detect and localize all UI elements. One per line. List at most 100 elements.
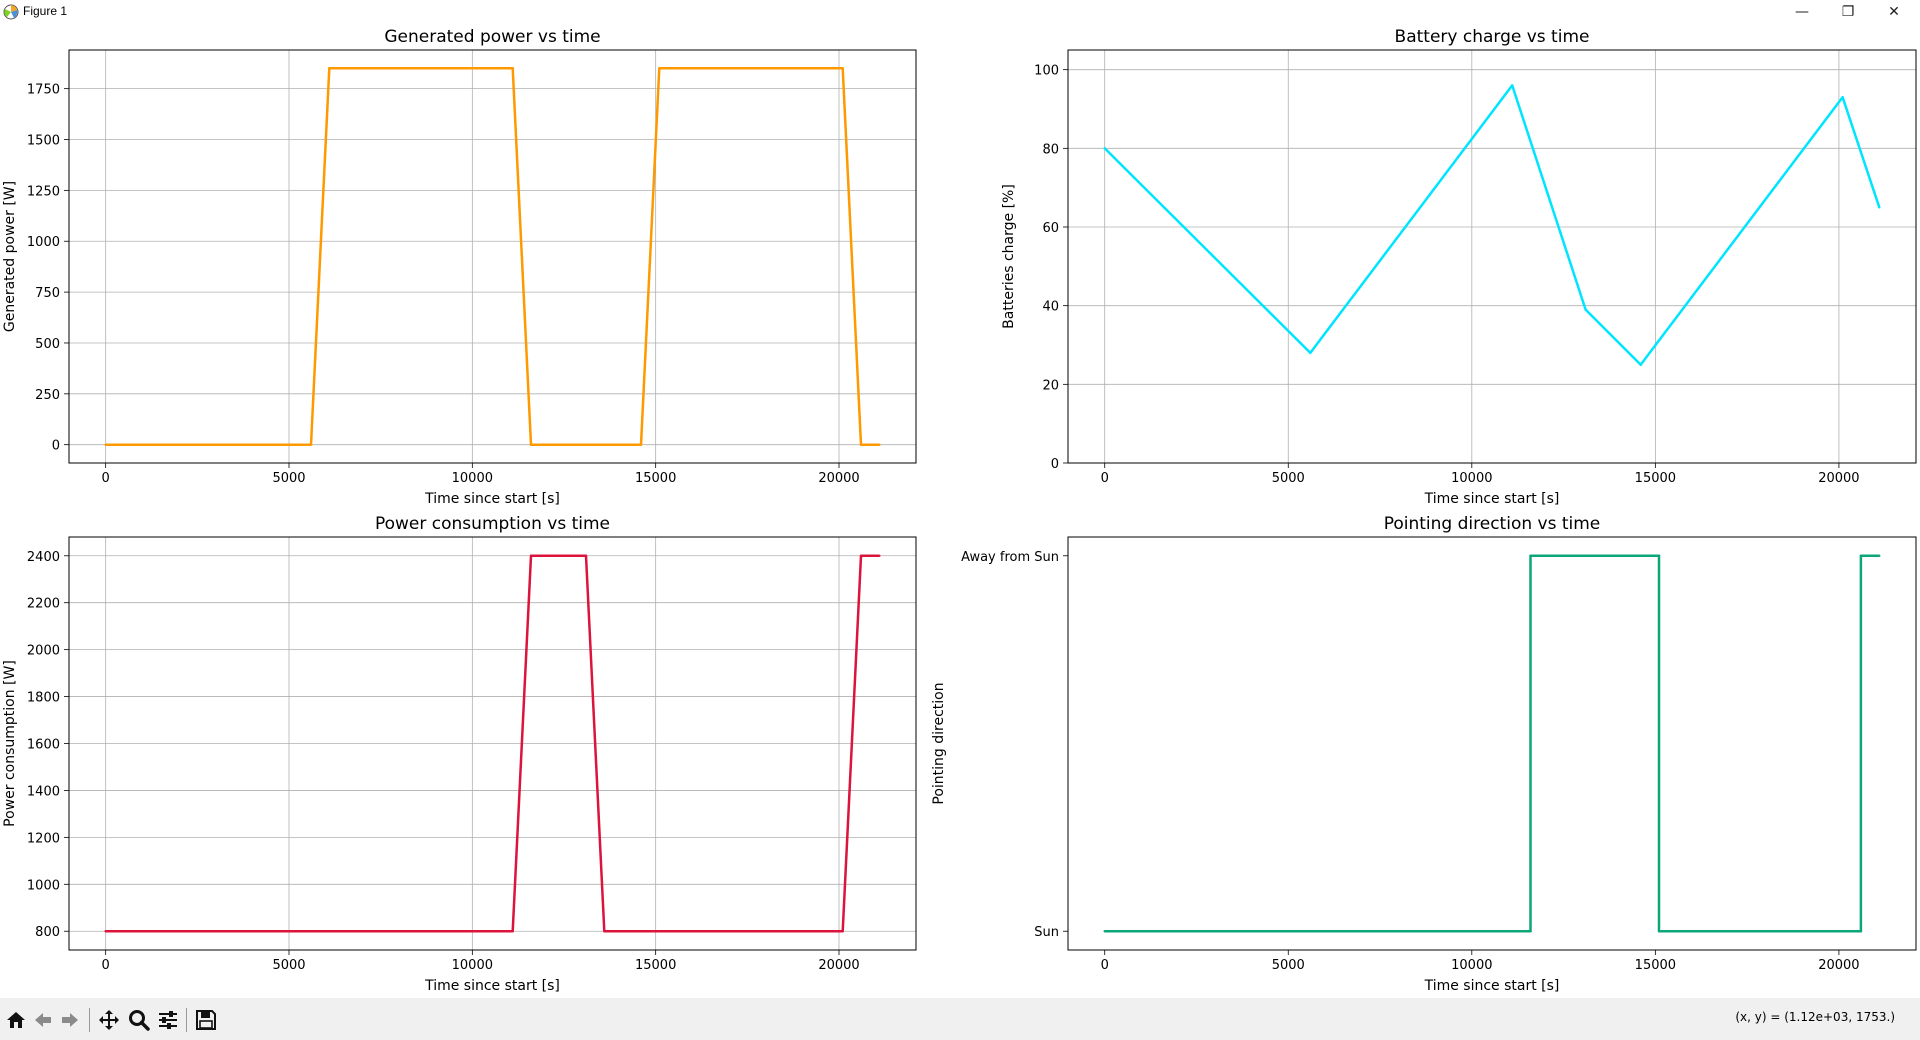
consumption-data-point — [529, 554, 533, 557]
generated-data-point — [309, 443, 313, 446]
y-tick-label: Away from Sun — [961, 550, 1059, 565]
generated-data-point — [878, 443, 881, 446]
y-tick-label: 1200 — [27, 831, 60, 846]
consumption-series-line — [105, 554, 880, 933]
generated-series-line — [105, 67, 880, 446]
battery-data-point — [1510, 84, 1514, 87]
y-axis-label: Power consumption [W] — [2, 660, 18, 827]
pointing-series-line — [1104, 554, 1880, 933]
consumption-data-point — [511, 930, 514, 933]
x-tick-label: 5000 — [1272, 471, 1305, 486]
generated-data-point — [639, 443, 643, 446]
generated-data-point — [328, 67, 331, 70]
figure-canvas[interactable]: 0 5000 10000 15000 2000002505007501000125015… — [0, 24, 1920, 998]
x-tick-label: 15000 — [635, 471, 676, 486]
pointing-data-point — [1878, 554, 1881, 557]
battery-data-point — [1103, 147, 1106, 150]
y-tick-label: 60 — [1042, 221, 1059, 236]
back-button[interactable] — [30, 1008, 56, 1032]
plot-frame — [1067, 536, 1917, 951]
y-axis-label: Generated power [W] — [2, 181, 18, 332]
x-tick-label: 15000 — [1635, 958, 1676, 973]
pointing-data-point — [1859, 554, 1863, 557]
pointing-data-point — [1657, 930, 1661, 933]
cursor-coordinates: (x, y) = (1.12e+03, 1753.) — [1735, 1010, 1895, 1024]
y-tick-label: 2000 — [27, 644, 60, 659]
generated-data-point — [859, 443, 863, 446]
y-tick-label: 1800 — [27, 691, 60, 706]
y-tick-label: 1000 — [27, 878, 60, 893]
y-tick-label: 100 — [1034, 64, 1059, 79]
home-icon — [7, 1012, 25, 1028]
navigation-toolbar: (x, y) = (1.12e+03, 1753.) — [0, 998, 1920, 1040]
plot-frame — [68, 49, 917, 464]
battery-data-point — [1584, 308, 1587, 311]
pointing-data-point — [1103, 930, 1106, 933]
y-tick-label: 1750 — [27, 83, 60, 98]
consumption-data-point — [841, 930, 844, 933]
y-tick-label: 500 — [35, 337, 60, 352]
x-axis-label: Time since start [s] — [1424, 491, 1560, 507]
zoom-button[interactable] — [126, 1008, 152, 1032]
x-tick-label: 20000 — [818, 471, 859, 486]
consumption-data-point — [878, 554, 881, 557]
pan-icon — [99, 1010, 119, 1030]
y-tick-label: 1000 — [27, 235, 60, 250]
generated-data-point — [658, 67, 661, 70]
pan-button[interactable] — [96, 1008, 122, 1032]
pointing-data-point — [1859, 930, 1863, 933]
x-tick-label: 20000 — [818, 958, 859, 973]
generated-data-point — [529, 443, 533, 446]
x-tick-label: 0 — [1101, 471, 1109, 486]
y-axis-label: Pointing direction — [931, 682, 947, 804]
x-tick-label: 15000 — [1635, 471, 1676, 486]
y-tick-label: Sun — [1034, 925, 1059, 940]
forward-button[interactable] — [57, 1008, 83, 1032]
battery-data-point — [1639, 363, 1642, 366]
battery-data-point — [1309, 351, 1312, 355]
toolbar-separator — [89, 1008, 90, 1032]
y-tick-label: 1250 — [27, 184, 60, 199]
generated-data-point — [511, 67, 514, 70]
zoom-icon — [129, 1010, 150, 1031]
battery-subplot: 0 5000 10000 15000 20000 0 20 40 60 80 100 Battery … — [1001, 27, 1917, 507]
close-button[interactable]: ✕ — [1888, 4, 1900, 20]
pointing-data-point — [1529, 930, 1532, 933]
restore-button[interactable]: ❐ — [1841, 4, 1855, 20]
consumption-subplot: 0 5000 10000 15000 20000 800 1000 1200 1400 1600 1… — [2, 514, 917, 994]
x-tick-label: 10000 — [1451, 471, 1492, 486]
generated-data-point — [104, 443, 107, 446]
configure-subplots-button[interactable] — [155, 1008, 181, 1032]
x-tick-label: 5000 — [272, 958, 305, 973]
y-tick-label: 800 — [35, 925, 60, 940]
chart-title: Battery charge vs time — [1395, 27, 1590, 47]
generated-subplot: 0 5000 10000 15000 20000 0 250 500 750 1000 1250 15… — [2, 27, 917, 507]
x-tick-label: 5000 — [272, 471, 305, 486]
consumption-data-point — [859, 554, 863, 557]
y-tick-label: 1500 — [27, 134, 60, 149]
x-tick-label: 0 — [102, 958, 110, 973]
y-tick-label: 750 — [35, 286, 60, 301]
home-button[interactable] — [3, 1008, 29, 1032]
y-tick-label: 2200 — [27, 597, 60, 612]
chart-title: Power consumption vs time — [375, 514, 610, 534]
battery-series-line — [1103, 84, 1881, 366]
y-tick-label: 40 — [1042, 300, 1059, 315]
y-tick-label: 20 — [1042, 378, 1059, 393]
consumption-data-point — [104, 930, 107, 933]
consumption-data-point — [584, 554, 588, 557]
x-tick-label: 5000 — [1272, 958, 1305, 973]
x-axis-label: Time since start [s] — [424, 978, 560, 994]
y-tick-label: 0 — [52, 439, 60, 454]
x-tick-label: 20000 — [1818, 471, 1859, 486]
toolbar-separator — [186, 1008, 187, 1032]
consumption-data-point — [603, 930, 606, 933]
pointing-subplot: 0 5000 10000 15000 20000 Sun Away from Sun Poin… — [931, 514, 1917, 994]
window-title: Figure 1 — [23, 4, 68, 18]
save-icon — [196, 1010, 216, 1030]
save-button[interactable] — [193, 1008, 219, 1032]
minimize-button[interactable]: — — [1795, 4, 1809, 20]
back-arrow-icon — [35, 1013, 51, 1027]
y-axis-label: Batteries charge [%] — [1001, 184, 1017, 329]
subplots-config-icon — [159, 1011, 177, 1029]
